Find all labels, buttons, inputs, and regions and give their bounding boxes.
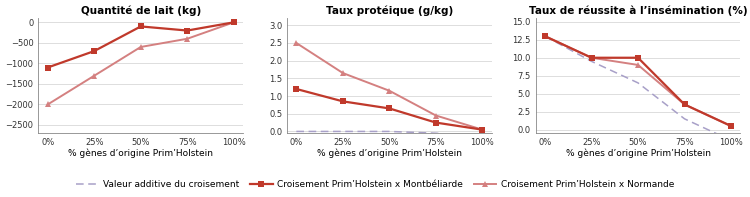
X-axis label: % gènes d’origine Prim’Holstein: % gènes d’origine Prim’Holstein (566, 149, 710, 158)
Legend: Valeur additive du croisement, Croisement Prim’Holstein x Montbéliarde, Croiseme: Valeur additive du croisement, Croisemen… (72, 176, 678, 192)
Title: Taux de réussite à l’insémination (%): Taux de réussite à l’insémination (%) (529, 6, 747, 16)
X-axis label: % gènes d’origine Prim’Holstein: % gènes d’origine Prim’Holstein (68, 149, 213, 158)
X-axis label: % gènes d’origine Prim’Holstein: % gènes d’origine Prim’Holstein (317, 149, 462, 158)
Title: Quantité de lait (kg): Quantité de lait (kg) (80, 6, 201, 16)
Title: Taux protéique (g/kg): Taux protéique (g/kg) (326, 6, 453, 16)
